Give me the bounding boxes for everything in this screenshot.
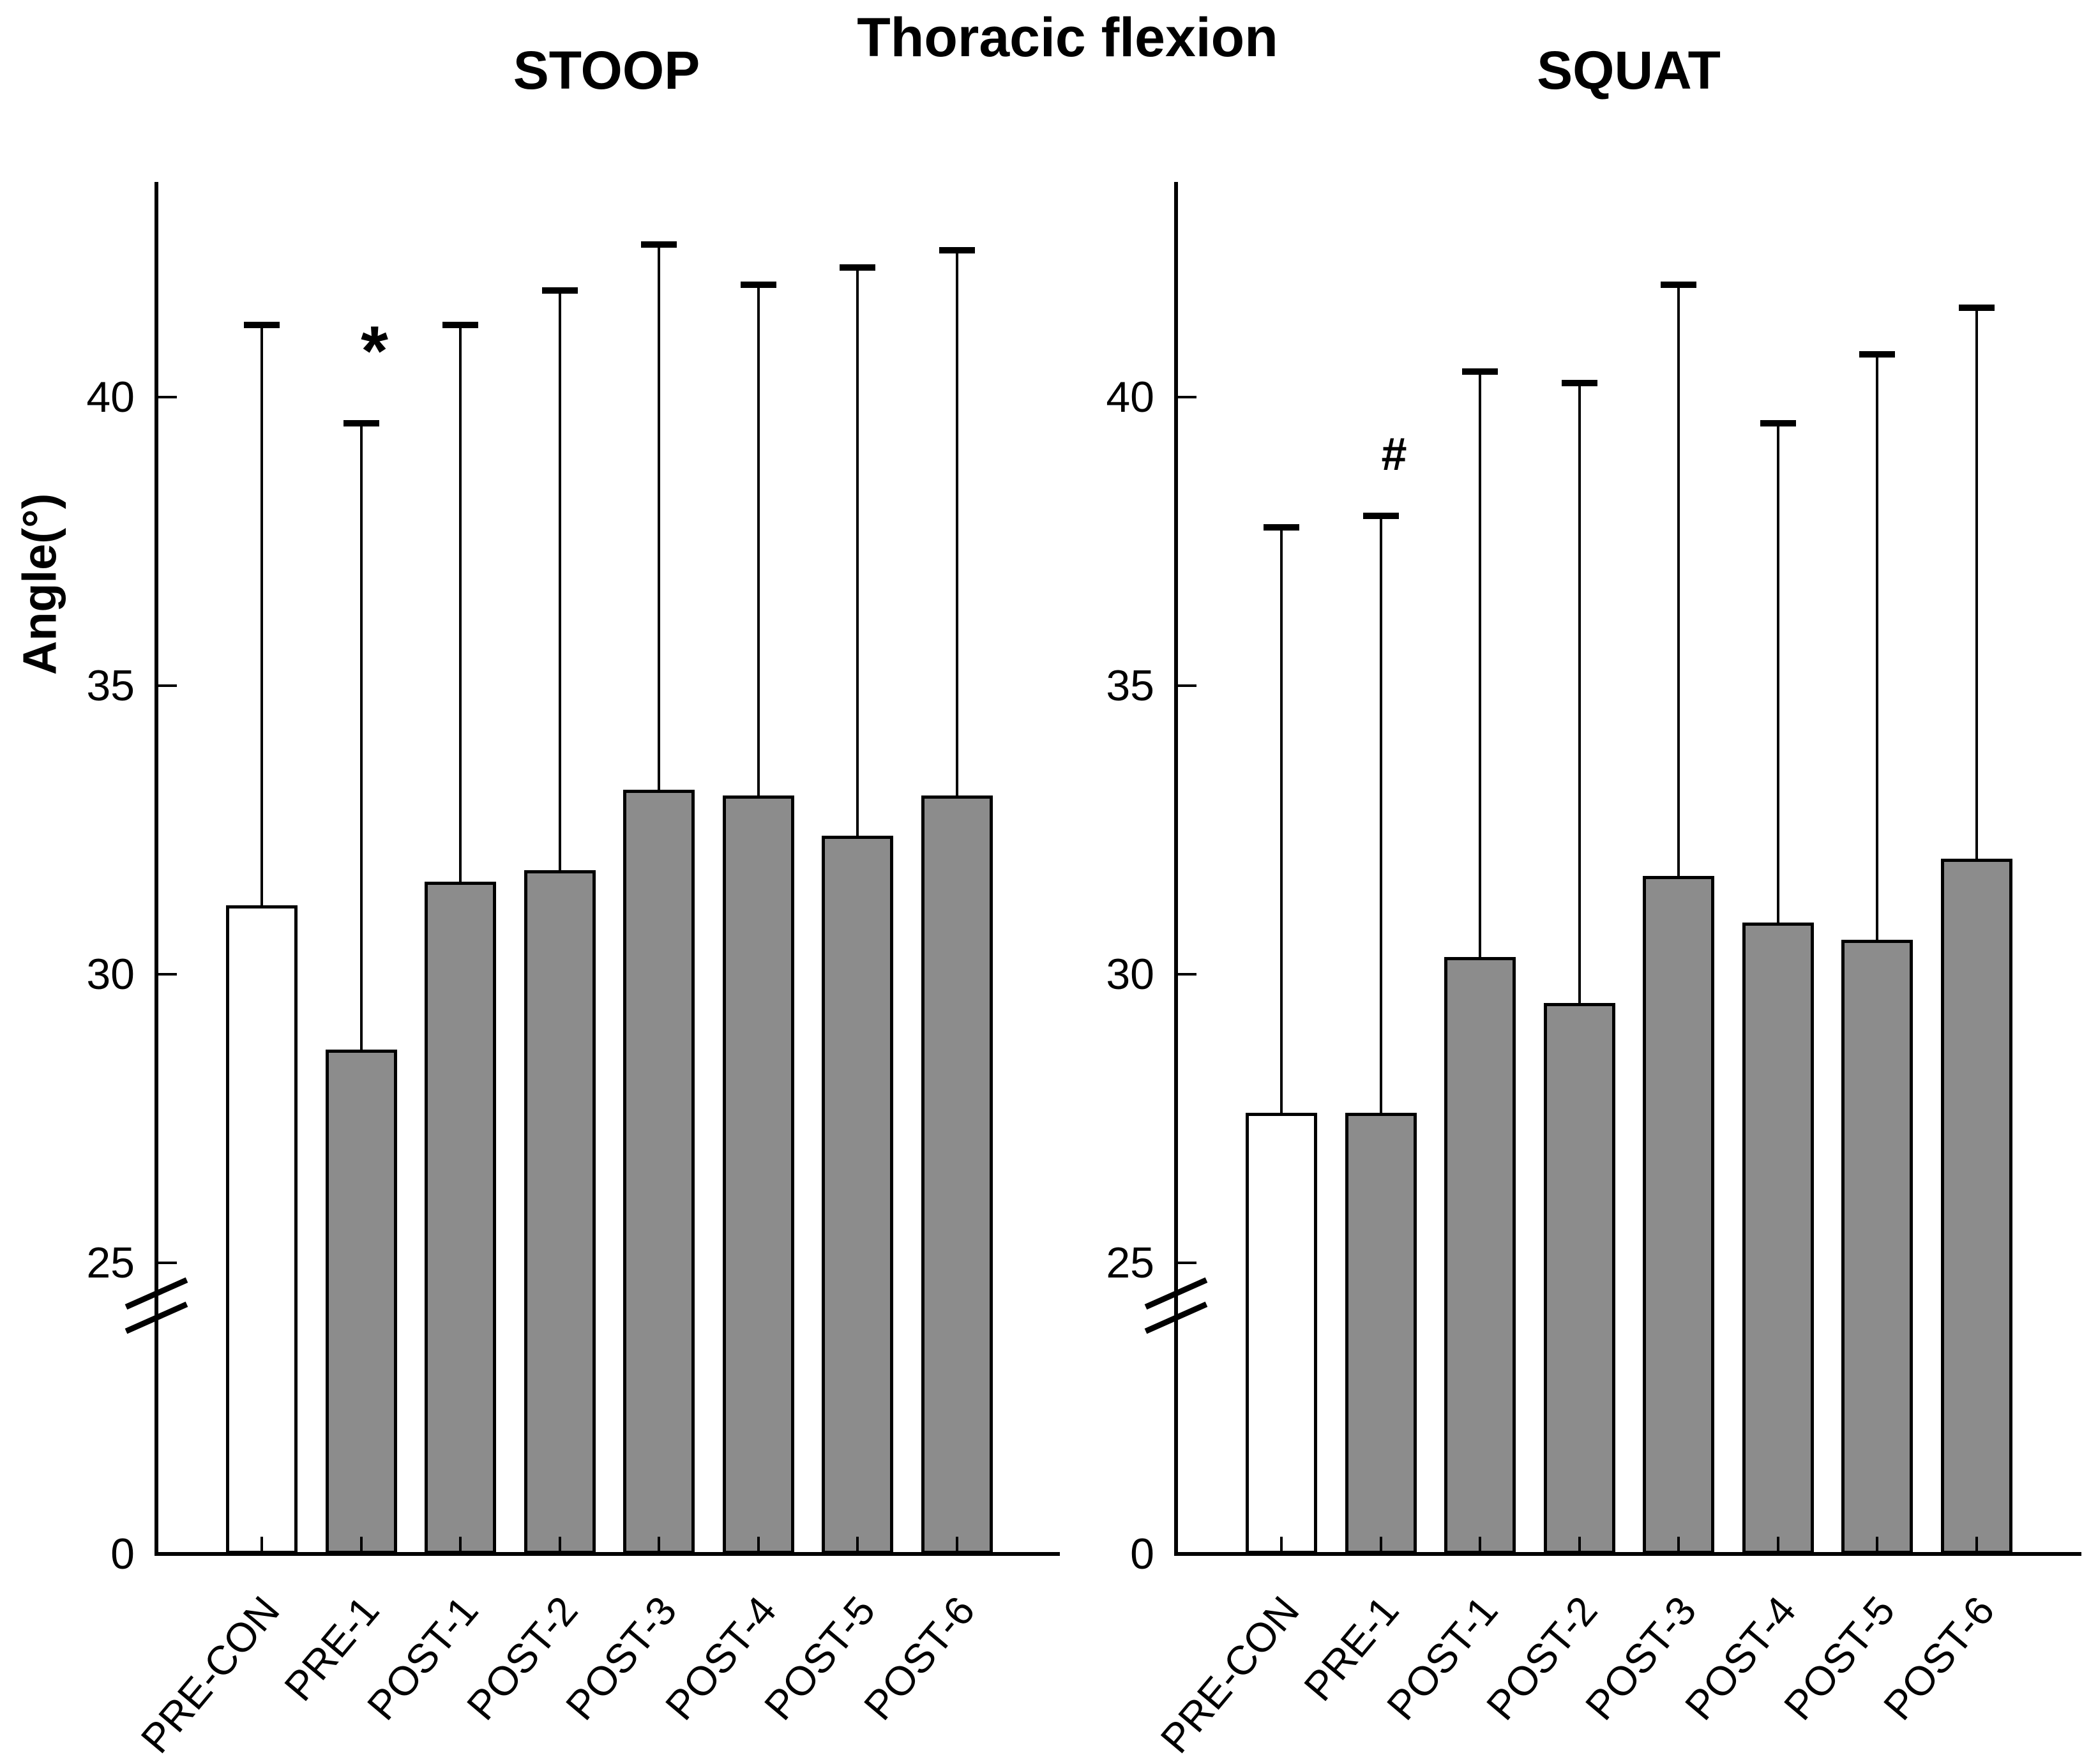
error-bar-stoop-post-3 xyxy=(658,241,660,792)
bar-stoop-post-4 xyxy=(722,795,794,1554)
x-tick-squat-post-6 xyxy=(1975,1537,1978,1552)
x-tick-squat-pre-con xyxy=(1280,1537,1283,1552)
error-bar-squat-post-1 xyxy=(1479,368,1481,960)
error-cap-stoop-post-1 xyxy=(442,322,478,328)
y-tick-label-stoop-30: 30 xyxy=(86,950,135,999)
error-bar-stoop-post-1 xyxy=(459,322,462,884)
x-tick-stoop-post-3 xyxy=(658,1537,660,1552)
y-tick-stoop-25 xyxy=(158,1262,177,1264)
bar-stoop-pre-con xyxy=(226,905,298,1554)
x-tick-stoop-post-1 xyxy=(459,1537,462,1552)
panel-title-squat: SQUAT xyxy=(1537,40,1721,100)
x-tick-label-stoop-pre-con: PRE-CON xyxy=(132,1587,289,1762)
y-tick-label-squat-30: 30 xyxy=(1106,950,1154,999)
bar-stoop-post-6 xyxy=(921,795,993,1554)
bar-squat-post-5 xyxy=(1841,940,1913,1554)
y-tick-label-squat-0: 0 xyxy=(1130,1530,1154,1578)
bar-squat-pre-con xyxy=(1246,1113,1317,1554)
y-tick-label-squat-25: 25 xyxy=(1106,1239,1154,1287)
bar-squat-post-1 xyxy=(1444,957,1516,1554)
y-tick-squat-25 xyxy=(1177,1262,1196,1264)
x-axis-stoop xyxy=(155,1552,1060,1556)
y-axis-squat xyxy=(1174,182,1178,1556)
error-cap-squat-post-3 xyxy=(1661,282,1696,288)
y-tick-stoop-40 xyxy=(158,396,177,398)
significance-marker-squat: # xyxy=(1381,429,1407,480)
error-cap-stoop-pre-con xyxy=(244,322,280,328)
error-bar-squat-post-6 xyxy=(1975,305,1978,861)
y-tick-label-stoop-25: 25 xyxy=(86,1239,135,1287)
y-tick-squat-40 xyxy=(1177,396,1196,398)
significance-marker-stoop: * xyxy=(361,312,388,391)
bar-squat-post-2 xyxy=(1543,1003,1615,1554)
error-cap-squat-post-2 xyxy=(1561,380,1597,386)
error-cap-squat-post-4 xyxy=(1760,420,1796,426)
error-cap-stoop-post-4 xyxy=(740,282,776,288)
y-tick-label-squat-35: 35 xyxy=(1106,661,1154,710)
bar-squat-pre-1 xyxy=(1345,1113,1417,1554)
y-tick-stoop-30 xyxy=(158,973,177,976)
error-cap-stoop-post-3 xyxy=(641,241,677,248)
error-bar-squat-post-4 xyxy=(1776,420,1779,925)
x-axis-squat xyxy=(1174,1552,2081,1556)
bar-stoop-post-1 xyxy=(425,882,496,1554)
error-cap-stoop-pre-1 xyxy=(343,420,379,426)
error-bar-stoop-pre-con xyxy=(260,322,263,908)
error-cap-squat-post-6 xyxy=(1958,305,1995,311)
y-tick-squat-30 xyxy=(1177,973,1196,976)
error-cap-squat-post-5 xyxy=(1859,351,1895,358)
y-axis-stoop xyxy=(155,182,158,1556)
x-tick-squat-post-4 xyxy=(1776,1537,1779,1552)
x-tick-squat-post-1 xyxy=(1479,1537,1481,1552)
error-cap-stoop-post-5 xyxy=(840,264,875,271)
y-tick-squat-35 xyxy=(1177,684,1196,687)
error-cap-stoop-post-2 xyxy=(541,287,578,294)
y-tick-label-stoop-35: 35 xyxy=(86,661,135,710)
x-tick-stoop-pre-con xyxy=(260,1537,263,1552)
bar-stoop-post-5 xyxy=(822,836,893,1554)
x-tick-squat-post-5 xyxy=(1876,1537,1878,1552)
x-tick-stoop-post-2 xyxy=(558,1537,561,1552)
bar-squat-post-6 xyxy=(1940,859,2012,1554)
y-tick-stoop-35 xyxy=(158,684,177,687)
error-bar-squat-post-5 xyxy=(1876,351,1878,942)
error-bar-squat-pre-con xyxy=(1280,524,1283,1115)
y-axis-label: Angle(°) xyxy=(13,493,66,675)
error-cap-squat-post-1 xyxy=(1462,368,1498,375)
error-bar-squat-post-2 xyxy=(1578,380,1581,1006)
x-tick-label-squat-pre-con: PRE-CON xyxy=(1151,1587,1308,1762)
y-tick-label-stoop-0: 0 xyxy=(110,1530,135,1578)
chart-title: Thoracic flexion xyxy=(857,7,1278,68)
x-tick-squat-post-3 xyxy=(1677,1537,1680,1552)
error-cap-stoop-post-6 xyxy=(939,247,975,253)
y-tick-label-stoop-40: 40 xyxy=(86,373,135,421)
bar-stoop-post-3 xyxy=(623,790,695,1554)
x-tick-stoop-pre-1 xyxy=(359,1537,363,1552)
error-bar-stoop-post-6 xyxy=(955,247,958,798)
bar-stoop-post-2 xyxy=(524,870,596,1554)
x-tick-stoop-post-6 xyxy=(955,1537,958,1552)
x-tick-squat-post-2 xyxy=(1578,1537,1581,1552)
x-tick-stoop-post-4 xyxy=(757,1537,760,1552)
x-tick-stoop-post-5 xyxy=(856,1537,859,1552)
error-bar-stoop-post-4 xyxy=(757,282,760,798)
error-bar-squat-post-3 xyxy=(1677,282,1680,878)
error-bar-stoop-pre-1 xyxy=(359,420,363,1052)
bar-squat-post-3 xyxy=(1643,876,1714,1554)
panel-title-stoop: STOOP xyxy=(513,40,700,100)
y-tick-label-squat-40: 40 xyxy=(1106,373,1154,421)
bar-stoop-pre-1 xyxy=(325,1050,397,1554)
error-bar-stoop-post-5 xyxy=(856,264,859,838)
error-cap-squat-pre-con xyxy=(1264,524,1299,531)
bar-squat-post-4 xyxy=(1742,923,1814,1554)
x-tick-squat-pre-1 xyxy=(1379,1537,1382,1552)
error-bar-stoop-post-2 xyxy=(558,287,561,873)
error-bar-squat-pre-1 xyxy=(1379,513,1382,1115)
error-cap-squat-pre-1 xyxy=(1362,513,1399,519)
